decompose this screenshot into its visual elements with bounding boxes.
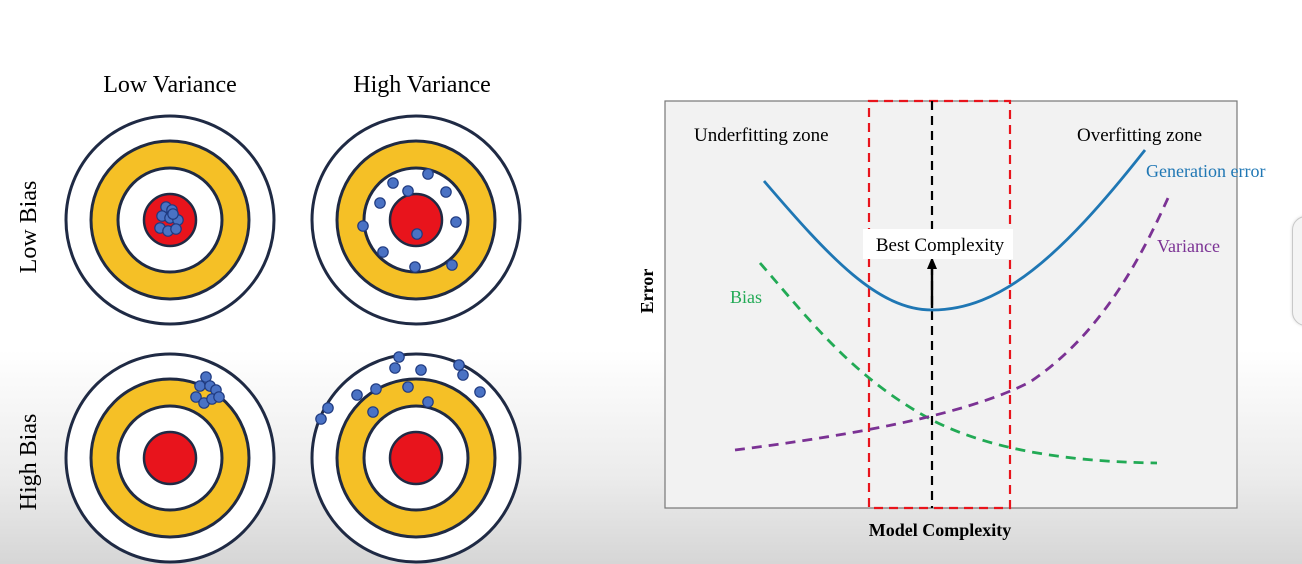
y-axis-label: Error (637, 269, 657, 314)
target-bullseye (388, 192, 444, 248)
shot-dot (411, 228, 423, 240)
shot-dot (446, 259, 458, 271)
shot-dot (440, 186, 452, 198)
series-label-variance: Variance (1157, 236, 1220, 256)
zone-label-underfitting: Underfitting zone (694, 125, 829, 146)
shot-dot (351, 389, 363, 401)
side-panel-handle[interactable] (1292, 216, 1302, 326)
shot-dot (190, 391, 202, 403)
best-complexity-label-bg (863, 229, 1013, 259)
series-variance (734, 197, 1170, 452)
bias-variance-targets: Low Variance High Variance Low Bias High… (16, 72, 522, 564)
shot-dot (367, 406, 379, 418)
shot-dot (453, 359, 465, 371)
shot-dot (409, 261, 421, 273)
best-complexity-label: Best Complexity (876, 235, 1005, 256)
shot-dot (422, 396, 434, 408)
zone-label-overfitting: Overfitting zone (1077, 125, 1202, 146)
series-label-bias: Bias (730, 287, 762, 307)
shot-dot (322, 402, 334, 414)
series-bias (758, 262, 1158, 465)
shot-dot (377, 246, 389, 258)
shot-dot (474, 386, 486, 398)
shot-dot (422, 168, 434, 180)
col-label-high-variance: High Variance (353, 72, 491, 98)
target-bullseye (142, 430, 198, 486)
shot-dot (213, 391, 225, 403)
target-low-bias-high-variance (310, 114, 522, 326)
shot-dot (370, 383, 382, 395)
target-low-bias-low-variance (64, 114, 276, 326)
shot-dot (389, 362, 401, 374)
shot-dot (170, 223, 182, 235)
shot-dot (374, 197, 386, 209)
shot-dot (357, 220, 369, 232)
series-generation-error (762, 149, 1147, 312)
shot-dot (393, 351, 405, 363)
shot-dot (387, 177, 399, 189)
target-high-bias-low-variance (64, 352, 276, 564)
best-complexity-box (867, 99, 1012, 510)
target-high-bias-high-variance (310, 351, 522, 564)
x-axis-label: Model Complexity (869, 520, 1011, 540)
shot-dot (415, 364, 427, 376)
arrow-head-icon (927, 257, 937, 269)
error-complexity-chart: Best Complexity Underfitting zone Overfi… (637, 99, 1265, 540)
shot-dot (167, 208, 179, 220)
plot-area (664, 100, 1238, 509)
target-bullseye (388, 430, 444, 486)
shot-dot (450, 216, 462, 228)
shot-dot (194, 380, 206, 392)
shot-dot (457, 369, 469, 381)
row-label-high-bias: High Bias (16, 414, 42, 511)
shot-dot (315, 413, 327, 425)
row-label-low-bias: Low Bias (16, 181, 42, 274)
col-label-low-variance: Low Variance (103, 72, 237, 98)
series-label-generation-error: Generation error (1146, 161, 1265, 181)
shot-dot (402, 185, 414, 197)
shot-dot (402, 381, 414, 393)
